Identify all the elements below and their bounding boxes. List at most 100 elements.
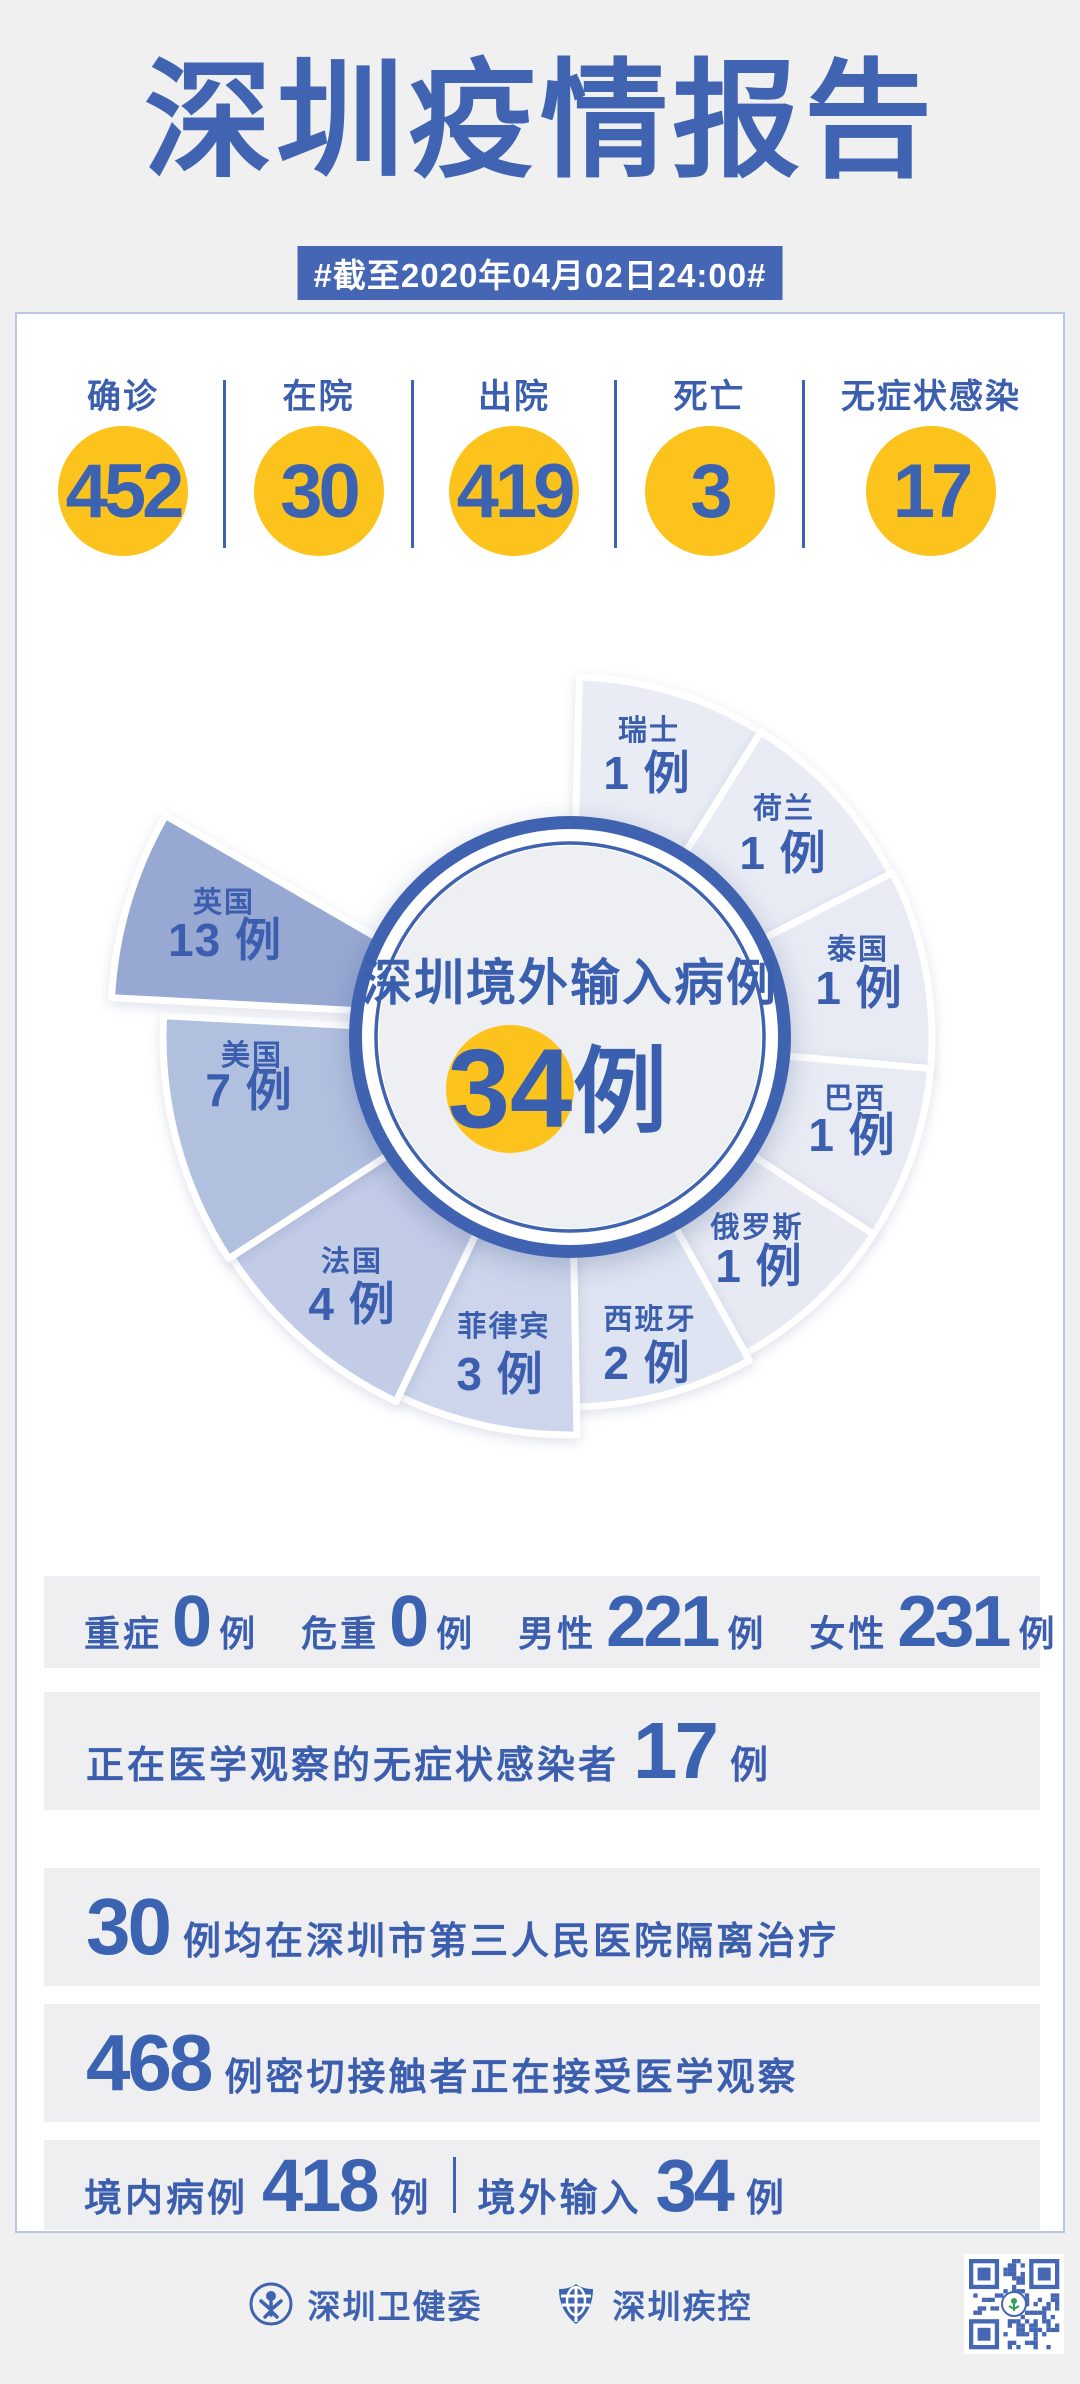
- row-value: 30: [86, 1882, 172, 1971]
- qr-module: [994, 2306, 1000, 2311]
- qr-module: [1033, 2336, 1038, 2341]
- qr-module: [1007, 2345, 1012, 2350]
- qr-module: [1055, 2302, 1060, 2307]
- row-item: 境外输入 34 例: [478, 2143, 786, 2228]
- row-item: 境内病例 418 例: [84, 2143, 431, 2228]
- qr-module: [973, 2293, 978, 2298]
- qr-module: [1042, 2319, 1047, 2324]
- org-name: 深圳卫健委: [307, 2288, 483, 2325]
- qr-logo-figure-head: [1011, 2298, 1017, 2304]
- qr-finder-core: [977, 2267, 991, 2281]
- qr-module: [1024, 2297, 1030, 2302]
- slice-country-label: 泰国: [827, 933, 889, 966]
- stat-value: 419: [456, 448, 576, 534]
- stat-circle: 17: [866, 426, 996, 556]
- row-value: 0: [172, 1582, 212, 1662]
- row-label: 例密切接触者正在接受医学观察: [224, 2057, 799, 2099]
- slice-country-label: 英国: [193, 886, 255, 919]
- qr-module: [986, 2297, 991, 2302]
- qr-module: [1055, 2327, 1060, 2333]
- qr-module: [1012, 2263, 1017, 2268]
- qr-module: [1046, 2327, 1051, 2333]
- stat-divider: [614, 380, 617, 548]
- footer-orgs: 深圳卫健委 深圳疾控: [0, 2280, 1000, 2328]
- row-value: 231: [897, 1582, 1011, 1662]
- row-divider: [452, 2157, 456, 2213]
- cdc-logo-icon: [558, 2284, 593, 2324]
- stat-value: 3: [690, 448, 732, 534]
- page-title: 深圳疫情报告: [143, 50, 936, 193]
- qr-module: [1020, 2289, 1025, 2294]
- row-label: 例均在深圳市第三人民医院隔离治疗: [182, 1921, 839, 1963]
- qr-module: [1033, 2310, 1038, 2315]
- qr-module: [1003, 2332, 1008, 2337]
- slice-country-label: 法国: [321, 1245, 383, 1278]
- slice-country-label: 荷兰: [753, 792, 815, 825]
- slice-count-label: 1 例: [603, 747, 690, 799]
- qr-module: [1029, 2327, 1034, 2333]
- qr-module: [1029, 2310, 1034, 2315]
- qr-module: [977, 2310, 982, 2315]
- qr-module: [1029, 2323, 1034, 2328]
- slice-count-label: 2 例: [603, 1337, 690, 1389]
- qr-module: [1050, 2327, 1055, 2333]
- slice-count-label: 1 例: [739, 827, 826, 879]
- row-unit: 例: [436, 1613, 475, 1654]
- stat-col-1: 确诊 452: [23, 376, 223, 556]
- qr-module: [1016, 2327, 1021, 2333]
- stat-circle: 30: [253, 426, 384, 556]
- total-highlight-circle: [446, 1025, 574, 1153]
- row-label: 重症: [84, 1613, 163, 1654]
- qr-module: [1012, 2271, 1017, 2277]
- chart-total-unit: 例: [573, 1039, 667, 1144]
- org-name: 深圳疾控: [612, 2288, 753, 2325]
- slice-count-label: 7 例: [205, 1064, 292, 1116]
- qr-module: [1033, 2345, 1038, 2350]
- qr-module: [1024, 2319, 1030, 2324]
- qr-module: [1016, 2289, 1021, 2294]
- stat-label: 确诊: [87, 378, 159, 416]
- slice-count-label: 13 例: [168, 914, 282, 966]
- severity-gender-row: 重症 0 例危重 0 例男性 221 例女性 231 例: [44, 1576, 1054, 1668]
- row-value: 34: [655, 2143, 735, 2227]
- slice-country-label: 俄罗斯: [709, 1211, 803, 1244]
- qr-module: [1020, 2314, 1025, 2320]
- qr-module: [1003, 2267, 1008, 2272]
- qr-module: [1020, 2276, 1025, 2281]
- qr-module: [1037, 2297, 1043, 2302]
- slice-count-label: 1 例: [815, 962, 902, 1014]
- stat-col-5: 无症状感染 17: [805, 376, 1057, 556]
- row-value: 0: [389, 1582, 429, 1662]
- qr-module: [1012, 2259, 1017, 2264]
- stat-label: 在院: [282, 378, 355, 416]
- qr-module: [1016, 2276, 1021, 2281]
- qr-module: [1055, 2293, 1060, 2298]
- slice-country-label: 巴西: [824, 1083, 886, 1115]
- slice-country-label: 西班牙: [603, 1303, 696, 1336]
- qr-module: [1033, 2319, 1038, 2324]
- chart-total-value: 34: [448, 1026, 573, 1151]
- qr-module: [1033, 2323, 1038, 2328]
- qr-module: [1020, 2263, 1025, 2268]
- asymptomatic-observation-row: 正在医学观察的无症状感染者 17 例: [44, 1692, 1040, 1810]
- row-item: 女性 231 例: [809, 1581, 1056, 1663]
- qr-module: [994, 2293, 1000, 2298]
- stat-divider: [223, 380, 226, 548]
- qr-module: [981, 2297, 987, 2302]
- row-label: 境外输入: [477, 2177, 642, 2220]
- qr-module: [1046, 2323, 1051, 2328]
- slice-country-label: 瑞士: [618, 714, 680, 747]
- qr-module: [1007, 2340, 1012, 2345]
- qr-module: [1024, 2340, 1030, 2345]
- slice-count-label: 1 例: [808, 1109, 895, 1161]
- slice-country-label: 美国: [221, 1039, 283, 1072]
- qr-module: [1033, 2302, 1038, 2307]
- row-unit: 例: [390, 2177, 431, 2220]
- qr-module: [1016, 2323, 1021, 2328]
- qr-module: [990, 2297, 995, 2302]
- stat-col-2: 在院 30: [226, 376, 411, 556]
- row-unit: 例: [730, 1745, 771, 1787]
- row-unit: 例: [727, 1613, 766, 1654]
- qr-module: [1024, 2310, 1030, 2315]
